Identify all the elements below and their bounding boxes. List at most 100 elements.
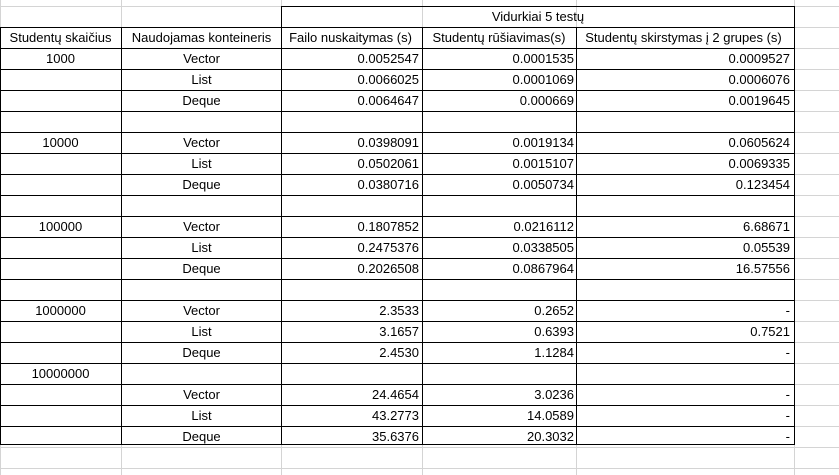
sorting-cell[interactable] — [424, 363, 574, 384]
sorting-cell[interactable]: 0.000669 — [519, 93, 574, 108]
file-read-cell[interactable]: 3.1657 — [379, 324, 419, 339]
student-count-cell[interactable] — [0, 174, 121, 195]
file-read-cell[interactable]: 0.1807852 — [357, 219, 419, 234]
student-count-cell[interactable] — [0, 384, 121, 405]
container-cell[interactable]: Vector — [183, 219, 220, 234]
student-count-cell[interactable]: 10000 — [42, 135, 79, 150]
container-cell[interactable] — [122, 279, 281, 300]
file-read-cell[interactable]: 0.0398091 — [357, 135, 419, 150]
splitting-cell[interactable]: 6.68671 — [743, 219, 790, 234]
file-read-cell[interactable]: 0.2026508 — [357, 261, 419, 276]
student-count-cell[interactable] — [0, 342, 121, 363]
table-title[interactable]: Vidurkiai 5 testų — [491, 9, 585, 24]
sorting-cell[interactable]: 0.0001069 — [512, 72, 574, 87]
student-count-cell[interactable] — [0, 321, 121, 342]
splitting-cell[interactable] — [577, 279, 790, 300]
sorting-cell[interactable]: 20.3032 — [527, 429, 574, 444]
header-container[interactable]: Naudojamas konteineris — [131, 30, 272, 45]
container-cell[interactable]: Deque — [182, 261, 221, 276]
sorting-cell[interactable]: 0.0015107 — [512, 156, 574, 171]
splitting-cell[interactable] — [577, 195, 790, 216]
file-read-cell[interactable]: 35.6376 — [372, 429, 419, 444]
student-count-cell[interactable] — [0, 258, 121, 279]
file-read-cell[interactable] — [282, 195, 419, 216]
header-splitting[interactable]: Studentų skirstymas į 2 grupes (s) — [585, 30, 782, 45]
sorting-cell[interactable] — [424, 195, 574, 216]
splitting-cell[interactable]: 0.123454 — [735, 177, 790, 192]
file-read-cell[interactable]: 0.2475376 — [357, 240, 419, 255]
container-cell[interactable]: Vector — [183, 51, 220, 66]
sorting-cell[interactable] — [424, 111, 574, 132]
sorting-cell[interactable]: 0.0216112 — [513, 219, 575, 234]
header-file-read[interactable]: Failo nuskaitymas (s) — [289, 30, 412, 45]
container-cell[interactable]: Vector — [183, 135, 220, 150]
container-cell[interactable]: Vector — [183, 387, 220, 402]
sorting-cell[interactable]: 0.0338505 — [512, 240, 574, 255]
student-count-cell[interactable]: 1000000 — [35, 303, 86, 318]
file-read-cell[interactable]: 2.3533 — [379, 303, 419, 318]
file-read-cell[interactable]: 0.0052547 — [357, 51, 419, 66]
file-read-cell[interactable] — [282, 363, 419, 384]
splitting-cell[interactable]: 16.57556 — [735, 261, 790, 276]
container-cell[interactable]: Vector — [183, 303, 220, 318]
student-count-cell[interactable] — [0, 90, 121, 111]
splitting-cell[interactable] — [577, 363, 790, 384]
sorting-cell[interactable]: 0.0050734 — [512, 177, 574, 192]
container-cell[interactable]: List — [191, 408, 212, 423]
splitting-cell[interactable]: 0.05539 — [743, 240, 790, 255]
sorting-cell[interactable]: 0.2652 — [534, 303, 574, 318]
sorting-cell[interactable]: 0.0867964 — [512, 261, 574, 276]
splitting-cell[interactable]: - — [785, 303, 790, 318]
file-read-cell[interactable]: 43.2773 — [372, 408, 419, 423]
splitting-cell[interactable]: - — [785, 429, 790, 444]
splitting-cell[interactable]: - — [785, 408, 790, 423]
container-cell[interactable]: List — [191, 156, 212, 171]
container-cell[interactable]: List — [191, 240, 212, 255]
student-count-cell[interactable] — [0, 69, 121, 90]
container-cell[interactable]: Deque — [182, 177, 221, 192]
file-read-cell[interactable]: 0.0380716 — [357, 177, 419, 192]
sorting-cell[interactable]: 0.6393 — [534, 324, 574, 339]
student-count-cell[interactable] — [0, 237, 121, 258]
splitting-cell[interactable] — [577, 111, 790, 132]
sorting-cell[interactable]: 3.0236 — [534, 387, 574, 402]
splitting-cell[interactable]: 0.7521 — [750, 324, 790, 339]
container-cell[interactable]: List — [191, 324, 212, 339]
file-read-cell[interactable]: 24.4654 — [372, 387, 419, 402]
student-count-cell[interactable]: 100000 — [38, 219, 83, 234]
file-read-cell[interactable] — [282, 111, 419, 132]
sorting-cell[interactable] — [424, 279, 574, 300]
header-sorting[interactable]: Studentų rūšiavimas(s) — [432, 30, 566, 45]
student-count-cell[interactable] — [0, 279, 121, 300]
container-cell[interactable]: Deque — [182, 93, 221, 108]
file-read-cell[interactable] — [282, 279, 419, 300]
sorting-cell[interactable]: 14.0589 — [527, 408, 574, 423]
splitting-cell[interactable]: 0.0019645 — [728, 93, 790, 108]
splitting-cell[interactable]: - — [785, 345, 790, 360]
splitting-cell[interactable]: 0.0069335 — [728, 156, 790, 171]
container-cell[interactable] — [122, 195, 281, 216]
student-count-cell[interactable] — [0, 111, 121, 132]
sorting-cell[interactable]: 0.0019134 — [512, 135, 574, 150]
sorting-cell[interactable]: 1.1284 — [534, 345, 574, 360]
splitting-cell[interactable]: 0.0605624 — [728, 135, 790, 150]
splitting-cell[interactable]: - — [785, 387, 790, 402]
header-student-count[interactable]: Studentų skaičius — [9, 30, 112, 45]
file-read-cell[interactable]: 2.4530 — [379, 345, 419, 360]
splitting-cell[interactable]: 0.0009527 — [728, 51, 790, 66]
container-cell[interactable]: Deque — [182, 429, 221, 444]
student-count-cell[interactable] — [0, 405, 121, 426]
student-count-cell[interactable] — [0, 153, 121, 174]
container-cell[interactable] — [122, 111, 281, 132]
student-count-cell[interactable] — [0, 426, 121, 447]
student-count-cell[interactable]: 1000 — [46, 51, 75, 66]
file-read-cell[interactable]: 0.0502061 — [357, 156, 419, 171]
splitting-cell[interactable]: 0.0006076 — [728, 72, 790, 87]
container-cell[interactable]: List — [191, 72, 212, 87]
container-cell[interactable] — [122, 363, 281, 384]
student-count-cell[interactable]: 10000000 — [31, 366, 90, 381]
container-cell[interactable]: Deque — [182, 345, 221, 360]
file-read-cell[interactable]: 0.0064647 — [357, 93, 419, 108]
student-count-cell[interactable] — [0, 195, 121, 216]
sorting-cell[interactable]: 0.0001535 — [512, 51, 574, 66]
